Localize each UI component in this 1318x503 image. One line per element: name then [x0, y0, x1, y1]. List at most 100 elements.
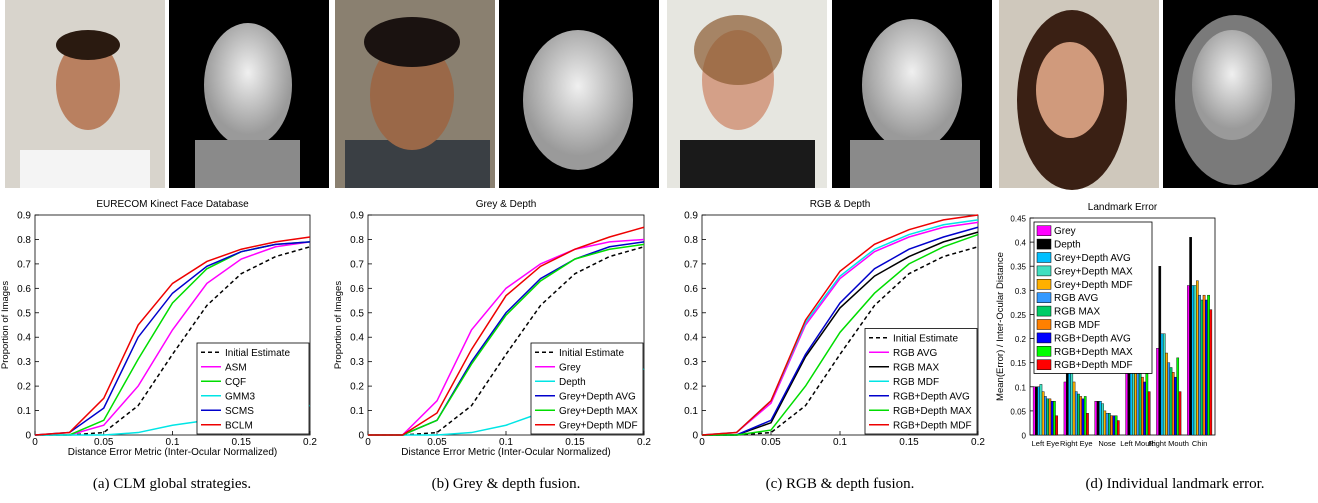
- bar: [1068, 367, 1071, 436]
- bar: [1081, 398, 1085, 436]
- x-tick-label: 0.15: [565, 437, 585, 448]
- photo: [999, 0, 1159, 190]
- y-tick-label: 0: [358, 431, 364, 442]
- bar: [1077, 393, 1080, 436]
- y-tick-label: 0: [1022, 432, 1027, 441]
- legend-swatch: [1036, 292, 1052, 303]
- legend-label: Grey+Depth MDF: [1054, 280, 1133, 291]
- legend: Grey Depth Grey+Depth AVG Grey+Depth MAX Gre…: [1033, 221, 1153, 374]
- y-tick-label: 0: [692, 431, 698, 442]
- legend-label: BCLM: [225, 420, 253, 431]
- bar: [1053, 401, 1056, 436]
- x-tick-label: 0.2: [971, 437, 985, 448]
- legend-label: RGB AVG: [1054, 293, 1098, 304]
- bar: [1074, 391, 1078, 436]
- line-series: [35, 241, 311, 436]
- x-tick-label: 0.05: [427, 437, 447, 448]
- legend-label: Grey+Depth MAX: [559, 406, 638, 417]
- y-axis-label: Mean(Error) / Inter-Ocular Distance: [995, 252, 1006, 401]
- y-tick-label: 0.6: [350, 284, 364, 295]
- bar: [1055, 415, 1058, 436]
- y-tick-label: 0.7: [17, 259, 31, 270]
- legend-swatch: [1036, 265, 1052, 277]
- x-axis-label: Distance Error Metric (Inter-Ocular Norm…: [68, 447, 278, 458]
- photo: [5, 0, 165, 188]
- bar: [1094, 401, 1098, 436]
- x-tick-label: 0.05: [94, 437, 114, 448]
- bar: [1198, 294, 1201, 436]
- legend-swatch: [1036, 319, 1052, 330]
- legend-label: Initial Estimate: [559, 348, 624, 359]
- legend-label: RGB+Depth MDF: [893, 420, 972, 431]
- legend-label: Depth: [1054, 240, 1081, 251]
- bar: [1165, 352, 1168, 436]
- y-tick-label: 0.4: [1015, 239, 1027, 248]
- legend-label: RGB MDF: [893, 377, 939, 388]
- y-tick-label: 0.5: [684, 308, 698, 319]
- legend-label: Depth: [559, 377, 586, 388]
- bar: [1167, 362, 1171, 436]
- legend-label: Initial Estimate: [225, 348, 290, 359]
- bar: [1110, 415, 1113, 436]
- line-series: [702, 226, 979, 436]
- chart: EURECOM Kinect Face Database Proportion o…: [0, 199, 317, 492]
- bar: [1160, 333, 1164, 436]
- legend: Initial Estimate RGB AVG RGB MAX RGB MDF RGB…: [864, 328, 978, 435]
- line-series: [34, 236, 311, 436]
- line-series: [702, 233, 979, 436]
- y-tick-label: 0.3: [350, 357, 364, 368]
- bar: [1174, 376, 1177, 436]
- x-tick-label: Left Eye: [1032, 439, 1060, 448]
- bar: [1191, 285, 1195, 436]
- chart: RGB & Depth (c) RGB & depth fusion. 0 0.1 0.…: [684, 199, 985, 492]
- bar: [1169, 367, 1173, 436]
- caption: (a) CLM global strategies.: [93, 476, 251, 492]
- depth-image: [169, 0, 329, 188]
- y-tick-label: 0.4: [350, 333, 364, 344]
- x-tick-label: 0: [32, 437, 38, 448]
- legend-label: RGB+Depth MAX: [1054, 347, 1133, 358]
- bar: [1189, 237, 1192, 436]
- line-series: [35, 246, 311, 436]
- line-series: [701, 214, 979, 436]
- bar: [1072, 381, 1076, 436]
- bar: [1171, 372, 1175, 436]
- bar: [1158, 266, 1162, 436]
- legend-label: Grey+Depth AVG: [559, 391, 636, 402]
- photo: [335, 0, 495, 188]
- bar: [1143, 381, 1146, 436]
- y-tick-label: 0.2: [17, 382, 31, 393]
- y-tick-label: 0.8: [350, 235, 364, 246]
- bar: [1050, 401, 1054, 436]
- bar: [1103, 410, 1107, 436]
- chart: Landmark Error Mean(Error) / Inter-Ocular…: [995, 202, 1265, 492]
- legend-box: [196, 342, 310, 435]
- bar: [1083, 396, 1087, 436]
- y-tick-label: 0.9: [17, 211, 31, 222]
- y-tick-label: 0.3: [17, 357, 31, 368]
- bar: [1112, 415, 1116, 436]
- legend-label: SCMS: [225, 406, 254, 417]
- bar: [1178, 391, 1182, 436]
- legend-box: [530, 342, 644, 435]
- legend: Initial Estimate Grey Depth Grey+Depth AVG G…: [530, 342, 644, 435]
- depth-image: [832, 0, 992, 188]
- y-tick-label: 0.2: [350, 382, 364, 393]
- bar: [1041, 391, 1045, 436]
- legend-label: RGB MDF: [1054, 320, 1100, 331]
- caption: (b) Grey & depth fusion.: [432, 476, 581, 492]
- x-tick-label: 0.1: [833, 437, 847, 448]
- bar: [1176, 357, 1180, 436]
- depth-image: [499, 0, 659, 188]
- bar: [1162, 333, 1166, 436]
- legend-swatch: [1036, 332, 1052, 344]
- y-tick-label: 0.6: [17, 284, 31, 295]
- x-tick-label: 0.15: [899, 437, 919, 448]
- bar: [1065, 372, 1069, 436]
- x-axis-label: Distance Error Metric (Inter-Ocular Norm…: [401, 447, 611, 458]
- bar: [1037, 386, 1041, 436]
- bar: [1141, 376, 1144, 436]
- y-axis-label: Proportion of Images: [0, 281, 11, 369]
- y-tick-label: 0.8: [684, 235, 698, 246]
- bar: [1187, 285, 1190, 436]
